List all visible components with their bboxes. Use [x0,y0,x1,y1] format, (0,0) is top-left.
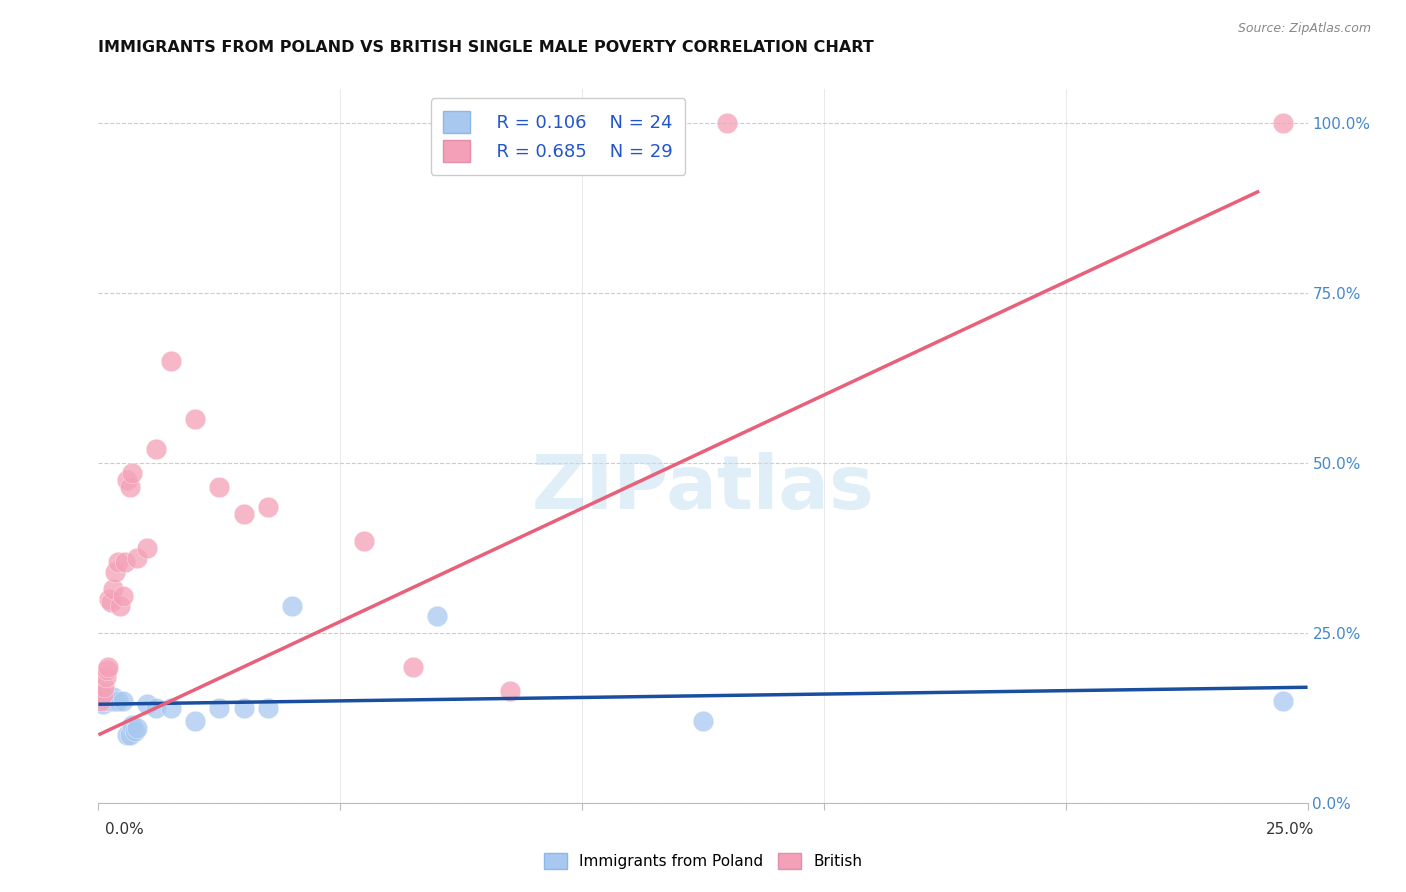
Point [208,700,231,714]
Point [353,534,375,549]
Point [208,480,231,494]
Point [145,700,167,714]
Point [111,694,134,708]
Point [256,700,278,714]
Point [281,599,304,613]
Point [91,687,114,701]
Point [117,728,139,742]
Point [100,694,122,708]
Point [101,690,124,705]
Point [117,473,139,487]
Point [232,507,254,521]
Legend:   R = 0.106    N = 24,   R = 0.685    N = 29: R = 0.106 N = 24, R = 0.685 N = 29 [430,98,685,175]
Legend: Immigrants from Poland, British: Immigrants from Poland, British [537,847,869,875]
Point [232,700,254,714]
Point [121,466,143,480]
Point [107,555,129,569]
Point [498,683,520,698]
Point [145,442,167,457]
Point [135,698,157,712]
Point [90,694,112,708]
Point [111,589,134,603]
Point [104,694,127,708]
Point [160,700,183,714]
Point [93,680,115,694]
Point [426,608,449,623]
Point [94,694,117,708]
Point [1272,116,1295,130]
Point [127,551,149,566]
Point [160,354,183,368]
Point [104,565,127,579]
Point [692,714,714,729]
Point [184,412,207,426]
Point [107,694,129,708]
Text: ZIPatlas: ZIPatlas [531,452,875,525]
Point [97,694,120,708]
Point [184,714,207,729]
Point [114,555,136,569]
Point [124,724,146,739]
Point [135,541,157,555]
Point [256,500,278,515]
Point [91,698,114,712]
Point [118,480,141,494]
Text: 0.0%: 0.0% [105,822,145,837]
Text: 25.0%: 25.0% [1267,822,1315,837]
Point [716,116,738,130]
Point [101,582,124,596]
Point [1272,694,1295,708]
Point [108,599,131,613]
Text: Source: ZipAtlas.com: Source: ZipAtlas.com [1237,22,1371,36]
Point [96,663,118,677]
Point [121,717,143,731]
Point [90,690,112,705]
Text: IMMIGRANTS FROM POLAND VS BRITISH SINGLE MALE POVERTY CORRELATION CHART: IMMIGRANTS FROM POLAND VS BRITISH SINGLE… [98,40,875,55]
Point [100,595,122,609]
Point [127,721,149,735]
Point [402,660,425,674]
Point [118,728,141,742]
Point [97,660,120,674]
Point [94,670,117,684]
Point [571,116,593,130]
Point [98,591,121,606]
